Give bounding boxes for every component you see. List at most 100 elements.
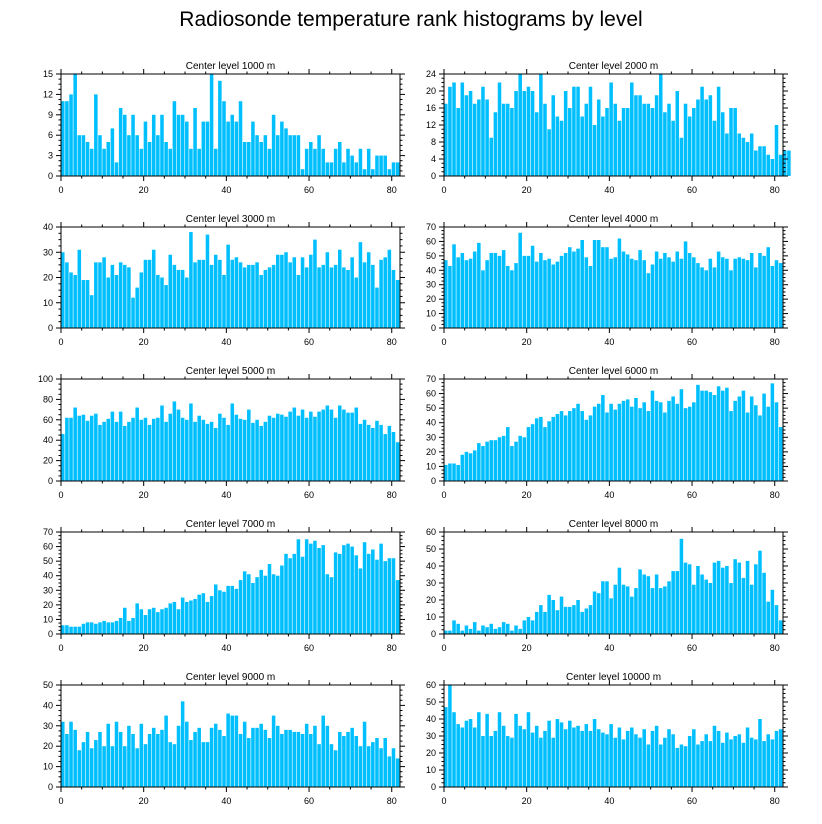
x-tick-label: 80	[387, 490, 397, 500]
bar	[551, 600, 556, 634]
y-tick-label: 0	[48, 476, 53, 486]
bar	[534, 611, 539, 634]
bar	[605, 247, 609, 328]
bar	[464, 625, 469, 634]
y-tick-label: 60	[43, 415, 53, 425]
bar	[123, 114, 127, 176]
bar	[139, 419, 144, 481]
bar	[304, 539, 309, 634]
bar	[209, 74, 214, 176]
bar	[337, 249, 342, 328]
bar	[309, 254, 313, 328]
bar	[700, 574, 704, 634]
bar	[687, 406, 692, 481]
bar	[209, 264, 214, 328]
bar	[317, 548, 321, 634]
bar	[452, 82, 456, 176]
bar	[391, 162, 396, 176]
bar	[234, 414, 239, 481]
panel-3: Center level 3000 m 0 20 40 60 80 0 10 20 30 40	[43, 214, 405, 347]
bar	[514, 713, 518, 787]
bar	[395, 280, 400, 328]
bar	[654, 95, 659, 176]
bar	[497, 437, 502, 481]
bar	[114, 162, 119, 176]
bar	[671, 120, 675, 176]
bar	[189, 740, 193, 787]
bar	[559, 120, 564, 176]
bar	[366, 553, 371, 634]
bar	[522, 91, 527, 176]
bar	[762, 393, 766, 481]
x-tick-label: 20	[522, 490, 532, 500]
bar	[238, 418, 243, 481]
bar	[658, 588, 663, 634]
bar	[630, 258, 634, 328]
bar	[658, 402, 663, 481]
bar	[73, 274, 77, 328]
y-tick-label: 30	[43, 585, 53, 595]
bar	[778, 427, 783, 481]
bar	[350, 727, 354, 787]
bar	[222, 417, 226, 481]
bar	[375, 559, 379, 634]
bar	[588, 730, 593, 787]
bar	[766, 154, 770, 176]
bar	[650, 730, 655, 787]
bar	[733, 559, 737, 634]
bar	[634, 260, 638, 328]
bar	[226, 121, 230, 176]
bar	[342, 736, 346, 787]
bar	[213, 723, 218, 787]
bar	[708, 741, 713, 787]
bar	[73, 74, 77, 176]
bar	[725, 133, 729, 176]
bar	[539, 416, 543, 481]
bar	[506, 103, 510, 176]
bar	[452, 620, 456, 634]
bar	[242, 142, 247, 176]
bar	[391, 269, 396, 328]
bar	[127, 267, 131, 328]
bar	[543, 260, 547, 328]
bar	[625, 399, 630, 481]
bar	[275, 135, 280, 176]
bar	[675, 571, 680, 634]
bar	[596, 729, 601, 787]
bar	[366, 252, 371, 328]
bar	[329, 267, 334, 328]
y-tick-label: 40	[426, 265, 436, 275]
y-tick-label: 0	[48, 171, 53, 181]
x-tick-label: 40	[604, 185, 614, 195]
bar	[518, 725, 522, 787]
bar	[362, 721, 367, 787]
bar	[176, 114, 181, 176]
bar	[741, 390, 746, 481]
bar	[580, 116, 584, 176]
bar	[572, 86, 576, 176]
bar	[230, 715, 235, 787]
y-tick-label: 8	[431, 137, 436, 147]
y-tick-label: 70	[43, 527, 53, 537]
bar	[534, 418, 539, 481]
bar	[576, 600, 580, 634]
bar	[77, 626, 82, 634]
bar	[704, 99, 708, 176]
bar	[448, 265, 452, 328]
bar	[592, 125, 597, 176]
bar	[379, 748, 383, 787]
bar	[770, 383, 775, 481]
bar	[526, 86, 531, 176]
bar	[530, 91, 535, 176]
bar	[147, 733, 152, 787]
bar	[601, 395, 605, 481]
bar	[551, 416, 556, 481]
bar	[263, 575, 268, 634]
x-tick-label: 80	[770, 185, 780, 195]
bar	[81, 742, 86, 787]
bar	[514, 263, 518, 328]
x-tick-label: 80	[770, 490, 780, 500]
bar	[758, 415, 762, 481]
bar	[267, 738, 272, 787]
bar	[135, 135, 139, 176]
